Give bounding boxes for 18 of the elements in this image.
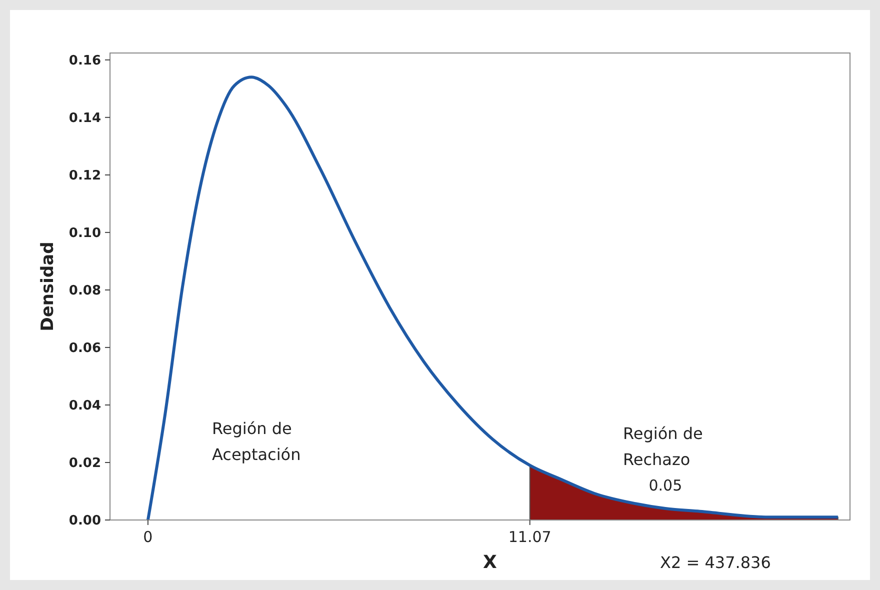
line-series (146, 76, 840, 522)
annotation: Región de Aceptación (212, 419, 301, 464)
x-tick-label: 11.07 (508, 528, 552, 546)
annotation: 0.05 (648, 476, 682, 494)
y-tick-label: 0.06 (68, 341, 101, 356)
y-tick-label: 0.14 (68, 110, 101, 126)
y-tick-label: 0.02 (68, 456, 101, 472)
y-tick-label: 0.08 (68, 284, 101, 298)
y-tick-label: 0.00 (68, 514, 101, 529)
y-tick-label: 0.16 (68, 53, 101, 68)
x-axis-title: X (483, 552, 498, 573)
annotation: Región de Rechazo (623, 424, 703, 469)
x-tick-label: 0 (143, 528, 153, 546)
y-tick-label: 0.10 (68, 226, 101, 241)
y-axis-title: Densidad (38, 242, 58, 332)
y-tick-label: 0.12 (68, 168, 101, 184)
text: X2 = 437.836 (660, 553, 771, 572)
y-tick-label: 0.04 (68, 398, 101, 414)
